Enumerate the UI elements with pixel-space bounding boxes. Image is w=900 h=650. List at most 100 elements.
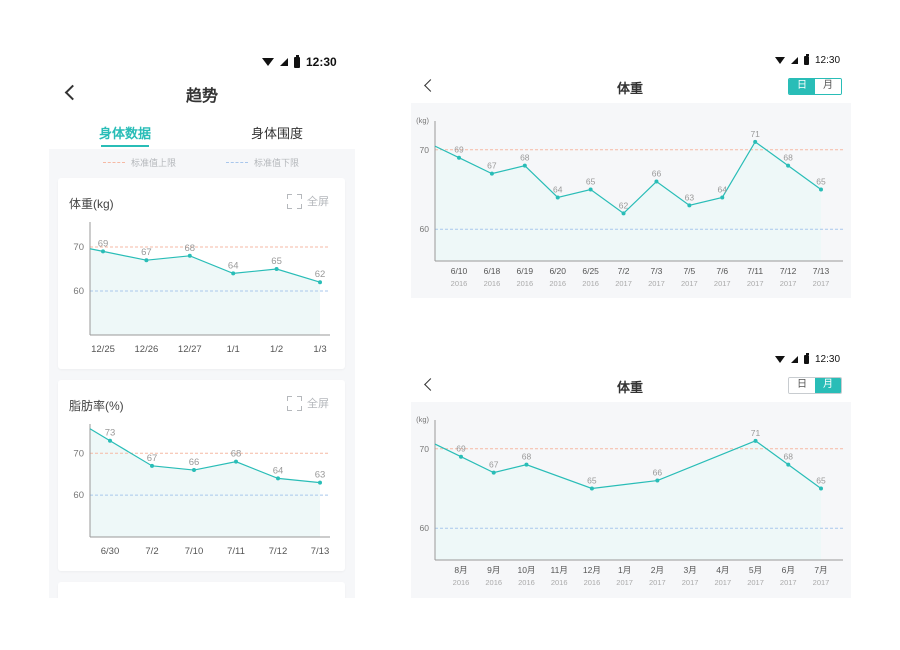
data-label: 68: [520, 153, 530, 163]
x-tick-sublabel: 2017: [649, 578, 666, 587]
x-tick-label: 7月: [814, 565, 827, 575]
x-tick-label: 6/30: [101, 546, 120, 557]
status-bar: 12:30: [775, 353, 841, 365]
x-tick-sublabel: 2016: [551, 578, 568, 587]
legend-lower: 标准值下限: [226, 156, 299, 169]
tab-underline: [101, 145, 149, 147]
data-label: 63: [685, 192, 695, 202]
data-point: [108, 438, 112, 443]
data-label: 64: [553, 184, 563, 194]
x-tick-sublabel: 2016: [484, 279, 501, 288]
data-point: [753, 438, 758, 443]
tab-body-data[interactable]: 身体数据: [98, 126, 151, 141]
next-card: [58, 582, 345, 598]
data-point: [491, 470, 496, 475]
x-tick-label: 7/10: [185, 546, 204, 557]
weight-card: 体重(kg) 全屏 60 70 69 67 68 64 65 62 12/25 12/26 12/2…: [58, 178, 345, 369]
data-point: [144, 258, 149, 263]
data-point: [524, 462, 529, 467]
data-point: [522, 163, 527, 168]
data-label: 68: [185, 243, 196, 254]
data-point: [150, 463, 154, 468]
x-tick-sublabel: 2017: [714, 578, 731, 587]
legend-upper-line: [103, 162, 125, 163]
month-chart-panel: 60 70 (kg) 69 67 68 65 66 71 68 65 8月 2016 9月 2016 10月 2…: [411, 402, 851, 598]
x-tick-label: 5月: [749, 565, 762, 575]
data-label: 67: [147, 453, 158, 464]
data-label: 68: [522, 452, 532, 462]
toggle-month[interactable]: 月: [815, 378, 841, 393]
back-icon[interactable]: [424, 378, 437, 391]
page-title: 体重: [616, 380, 643, 395]
weight-day-chart: 60 70 (kg) 69 67 68 64 65 62 66 63 64 71 68 65 6/10 2016…: [416, 116, 843, 288]
toggle-month[interactable]: 月: [815, 79, 841, 94]
data-label: 64: [718, 184, 728, 194]
data-label: 73: [105, 428, 116, 439]
back-icon[interactable]: [424, 79, 437, 92]
data-label: 66: [653, 468, 663, 478]
battery-icon: [804, 353, 809, 364]
status-bar: 12:30: [775, 54, 841, 66]
x-tick-label: 10月: [517, 565, 535, 575]
data-label: 71: [751, 428, 761, 438]
legend-upper-label: 标准值上限: [131, 158, 177, 168]
x-tick-label: 6/18: [484, 266, 501, 276]
x-tick-sublabel: 2016: [582, 279, 599, 288]
fat-rate-chart: 60 70 73 67 66 68 64 63 6/30 7/2 7/10 7/11 7/12 7/13: [73, 424, 330, 557]
x-tick-label: 1/2: [270, 344, 283, 355]
x-tick-sublabel: 2016: [518, 578, 535, 587]
x-tick-label: 8月: [454, 565, 467, 575]
x-tick-label: 7/11: [747, 266, 763, 276]
x-tick-label: 12/27: [178, 344, 202, 355]
y-axis-label: (kg): [416, 415, 429, 424]
fullscreen-button[interactable]: 全屏: [287, 395, 329, 411]
data-point: [654, 179, 659, 184]
signal-icon: [791, 356, 798, 363]
x-tick-label: 12/26: [135, 344, 159, 355]
x-tick-label: 1/1: [227, 344, 240, 355]
data-label: 68: [784, 452, 794, 462]
fullscreen-button[interactable]: 全屏: [287, 193, 329, 209]
status-time: 12:30: [815, 354, 841, 365]
toggle-day[interactable]: 日: [789, 79, 815, 94]
y-tick-label: 60: [73, 286, 84, 297]
status-time: 12:30: [815, 55, 841, 66]
data-label: 62: [619, 200, 629, 210]
data-point: [101, 249, 105, 254]
x-tick-label: 7/11: [227, 546, 245, 557]
x-tick-sublabel: 2017: [616, 578, 633, 587]
data-label: 65: [586, 177, 596, 187]
day-month-toggle[interactable]: 日 月: [788, 78, 842, 95]
signal-icon: [791, 57, 798, 64]
data-label: 69: [456, 444, 466, 454]
toggle-day[interactable]: 日: [789, 378, 815, 393]
data-label: 64: [228, 260, 239, 271]
x-tick-sublabel: 2017: [681, 279, 698, 288]
legend-lower-label: 标准值下限: [254, 158, 300, 168]
x-tick-sublabel: 2017: [747, 279, 764, 288]
y-axis-label: (kg): [416, 116, 429, 125]
x-tick-label: 6/20: [549, 266, 566, 276]
y-tick-label: 60: [420, 224, 430, 234]
page-title: 体重: [616, 81, 643, 96]
battery-icon: [804, 54, 809, 65]
area-fill: [435, 141, 821, 261]
data-point: [187, 253, 192, 258]
tab-body-circumference[interactable]: 身体围度: [250, 126, 303, 141]
data-point: [192, 468, 196, 473]
data-label: 68: [783, 153, 793, 163]
x-tick-label: 1/3: [313, 344, 326, 355]
x-tick-label: 7/2: [618, 266, 630, 276]
x-tick-sublabel: 2017: [813, 578, 830, 587]
x-tick-sublabel: 2017: [780, 279, 797, 288]
data-point: [555, 195, 560, 200]
x-tick-label: 12月: [583, 565, 601, 575]
x-tick-label: 1月: [618, 565, 631, 575]
data-label: 64: [273, 465, 284, 476]
x-tick-sublabel: 2017: [747, 578, 764, 587]
data-point: [786, 462, 791, 467]
x-tick-sublabel: 2017: [813, 279, 830, 288]
x-tick-sublabel: 2017: [714, 279, 731, 288]
x-tick-sublabel: 2017: [648, 279, 665, 288]
day-month-toggle[interactable]: 日 月: [788, 377, 842, 394]
